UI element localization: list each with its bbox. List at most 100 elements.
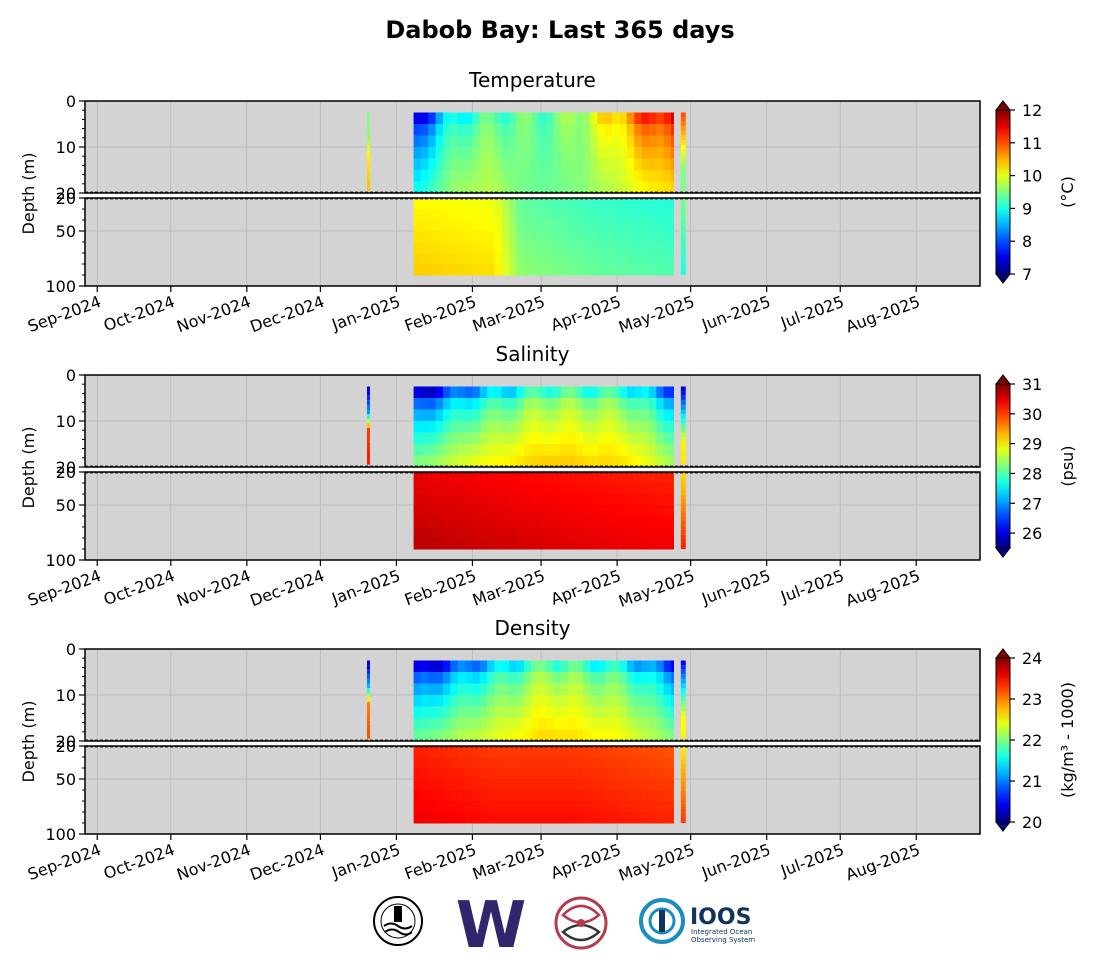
data-cell — [472, 660, 481, 673]
data-cell — [568, 231, 576, 243]
data-cell — [366, 427, 370, 433]
data-cell — [560, 231, 569, 243]
x-tick-label: Jun-2025 — [698, 566, 773, 609]
x-tick-label: Feb-2025 — [402, 292, 479, 335]
data-cell — [538, 801, 547, 813]
data-cell — [545, 231, 554, 243]
data-cell — [457, 181, 466, 194]
data-cell — [465, 220, 473, 232]
data-cell — [450, 683, 459, 696]
data-cell — [612, 170, 621, 182]
data-cell — [413, 112, 422, 125]
data-cell — [509, 718, 518, 730]
data-cell — [680, 207, 686, 212]
data-cell — [465, 231, 473, 243]
data-cell — [531, 444, 540, 456]
colorbar-body — [995, 657, 1011, 823]
data-cell — [663, 253, 672, 265]
data-cell — [575, 455, 584, 468]
data-cell — [435, 683, 444, 696]
data-cell — [597, 706, 606, 719]
data-cell — [420, 386, 429, 399]
data-cell — [509, 264, 518, 276]
data-cell — [531, 494, 540, 506]
data-cell — [413, 706, 422, 719]
data-cell — [575, 253, 584, 265]
data-cell — [560, 527, 569, 539]
data-cell — [648, 768, 657, 780]
data-cell — [656, 746, 665, 758]
data-cell — [450, 421, 459, 433]
data-cell — [501, 209, 510, 221]
data-cell — [560, 790, 569, 802]
data-cell — [545, 472, 554, 484]
data-cell — [582, 231, 591, 243]
data-cell — [560, 538, 569, 550]
data-cell — [366, 418, 370, 424]
data-cell — [545, 444, 554, 456]
data-cell — [538, 718, 547, 730]
data-cell — [523, 158, 532, 171]
data-cell — [494, 718, 503, 730]
data-cell — [575, 779, 584, 791]
data-cell — [582, 729, 591, 742]
data-cell — [457, 455, 466, 468]
data-cell — [590, 124, 598, 136]
data-cell — [648, 790, 657, 802]
data-cell — [366, 678, 370, 684]
data-cell — [582, 386, 591, 399]
data-cell — [428, 181, 437, 194]
data-cell — [560, 494, 569, 506]
x-tick-label: Aug-2025 — [843, 566, 923, 610]
data-cell — [366, 697, 370, 702]
data-cell — [509, 812, 518, 824]
data-cell — [443, 170, 451, 182]
y-tick-label: 10 — [56, 138, 76, 157]
data-cell — [648, 483, 657, 495]
data-cell — [641, 147, 650, 159]
data-cell — [443, 181, 451, 194]
data-cell — [560, 505, 569, 517]
data-cell — [435, 538, 444, 550]
data-cell — [366, 446, 370, 451]
data-cell — [516, 264, 525, 276]
x-tick-label: May-2025 — [616, 292, 697, 337]
data-cell — [634, 683, 643, 696]
data-cell — [457, 147, 466, 159]
data-cell — [663, 683, 672, 696]
data-cell — [457, 672, 466, 684]
data-cell — [590, 718, 598, 730]
data-cell — [538, 483, 547, 495]
data-cell — [516, 209, 525, 221]
data-cell — [663, 494, 672, 506]
data-cell — [428, 729, 437, 742]
data-cell — [641, 158, 650, 171]
data-cell — [545, 516, 554, 528]
data-cell — [641, 242, 650, 254]
data-cell — [560, 444, 569, 456]
data-cell — [671, 768, 674, 780]
data-cell — [428, 718, 437, 730]
data-cell — [516, 801, 525, 813]
data-cell — [619, 505, 628, 517]
data-cell — [428, 386, 437, 399]
data-cell — [479, 455, 488, 468]
data-cell — [538, 170, 547, 182]
data-cell — [450, 444, 459, 456]
data-cell — [575, 181, 584, 194]
data-cell — [626, 472, 635, 484]
data-cell — [420, 409, 429, 422]
data-cell — [553, 158, 562, 171]
data-cell — [560, 746, 569, 758]
data-cell — [531, 538, 540, 550]
data-cell — [634, 220, 643, 232]
data-cell — [671, 706, 674, 719]
data-cell — [487, 706, 495, 719]
data-cell — [568, 768, 576, 780]
data-cell — [501, 231, 510, 243]
data-cell — [568, 220, 576, 232]
data-cell — [465, 779, 473, 791]
data-cell — [531, 409, 540, 422]
data-cell — [428, 398, 437, 410]
data-cell — [656, 718, 665, 730]
